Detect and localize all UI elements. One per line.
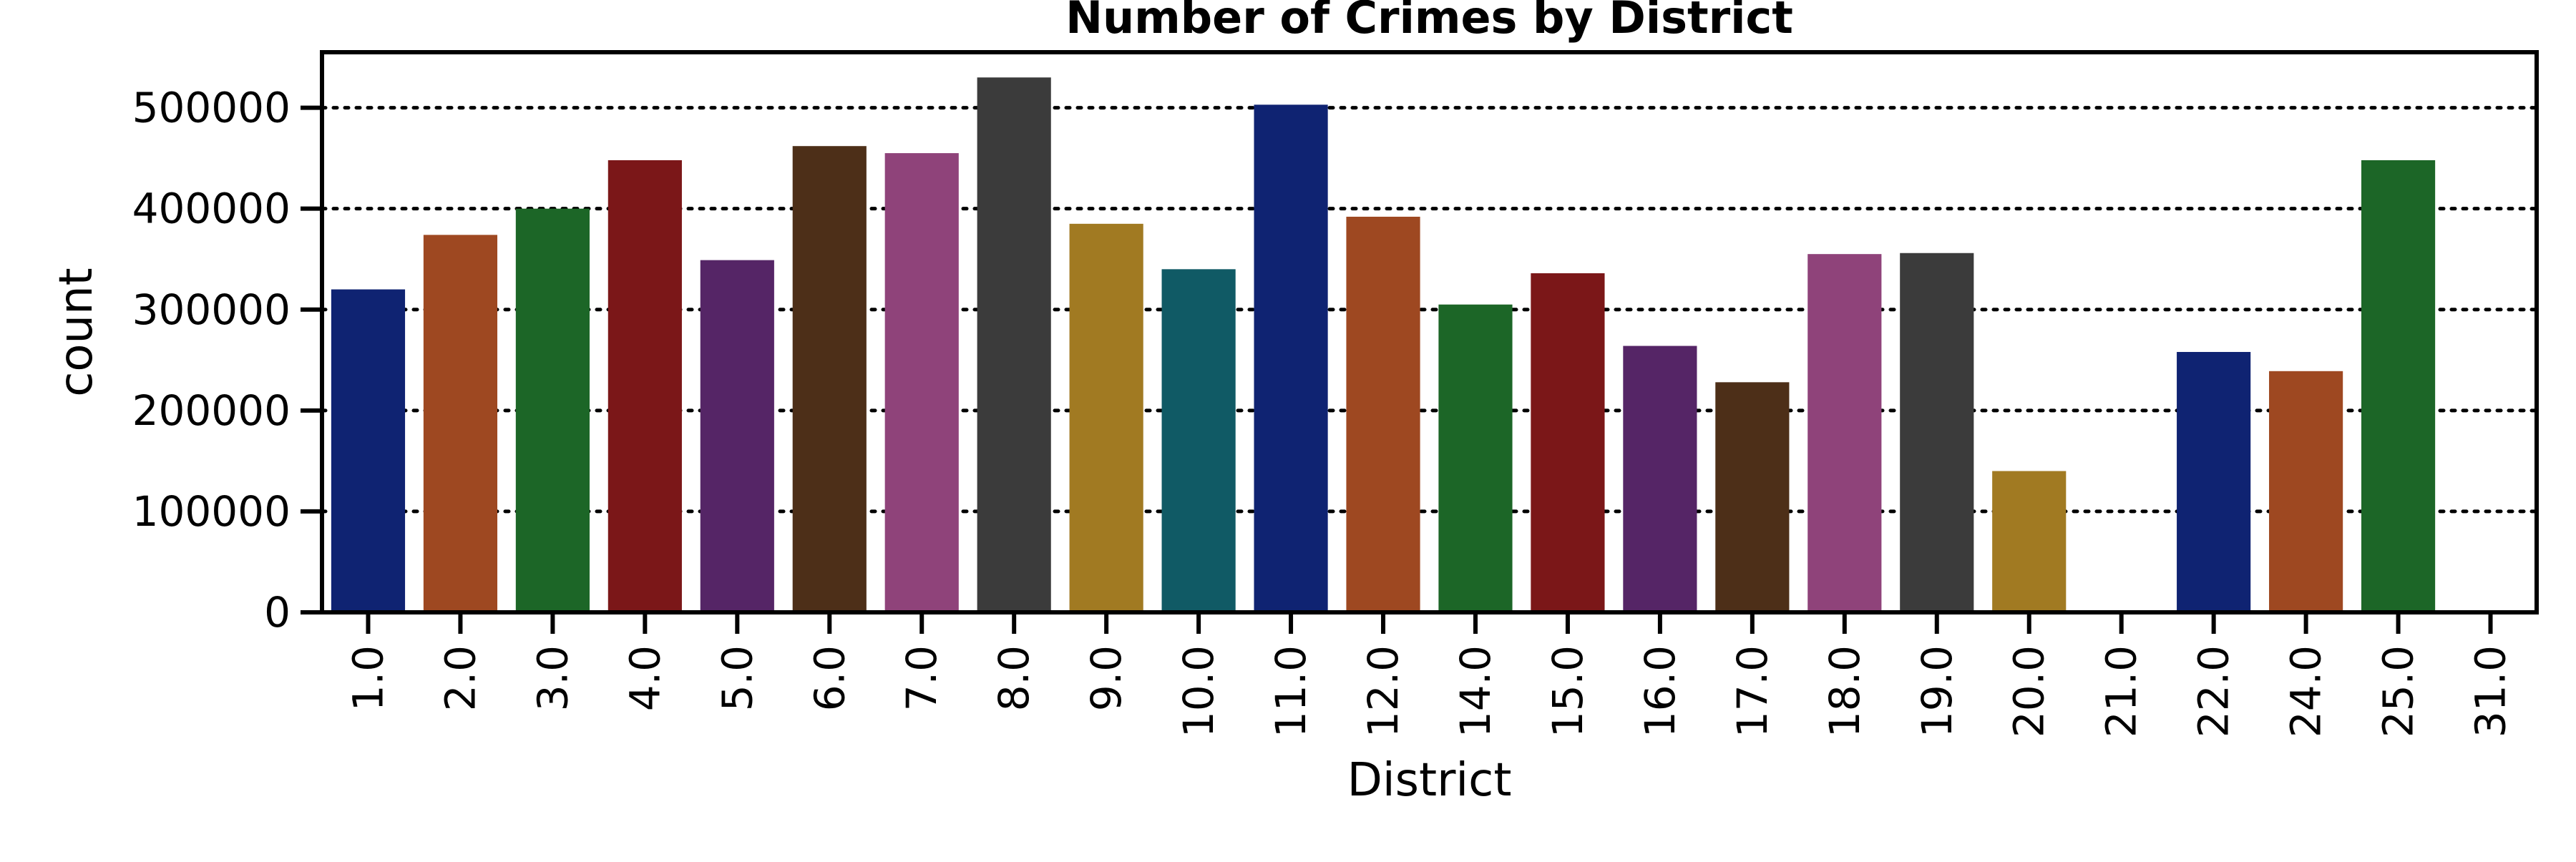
bar-district-17.0 [1715,382,1790,612]
bars [331,77,2436,613]
chart-title: Number of Crimes by District [1065,0,1793,44]
x-tick-label: 5.0 [713,645,761,711]
bar-district-19.0 [1900,253,1974,612]
y-tick-label: 500000 [132,84,291,132]
x-tick-label: 24.0 [2282,645,2331,738]
x-tick-label: 31.0 [2467,645,2515,738]
bar-district-12.0 [1346,216,1420,612]
x-tick-label: 7.0 [897,645,946,711]
x-tick-label: 18.0 [1820,645,1869,738]
x-tick-label: 19.0 [1913,645,1961,738]
x-tick-label: 12.0 [1359,645,1407,738]
x-tick-label: 17.0 [1728,645,1777,738]
x-tick-label: 4.0 [620,645,669,711]
bar-district-15.0 [1531,273,1605,612]
x-tick-label: 2.0 [436,645,484,711]
bar-district-4.0 [608,160,682,612]
x-tick-label: 15.0 [1543,645,1592,738]
x-axis: 1.0 2.0 3.0 4.0 5.0 6.0 7.0 8.0 9.0 10.0 11.0 12.0 1… [343,612,2515,738]
x-tick-label: 14.0 [1451,645,1500,738]
bar-district-14.0 [1438,304,1513,612]
bar-district-18.0 [1807,254,1882,612]
y-axis-label: count [50,268,103,397]
x-tick-label: 1.0 [343,645,392,711]
gridlines [320,106,2539,514]
x-axis-label: District [1347,754,1512,807]
y-tick-label: 200000 [132,386,291,435]
y-tick-label: 100000 [132,487,291,536]
bar-district-1.0 [331,289,406,612]
x-tick-label: 20.0 [2005,645,2054,738]
bar-district-16.0 [1623,346,1697,612]
bar-district-11.0 [1254,104,1328,612]
bar-district-8.0 [977,77,1051,613]
y-tick-label: 0 [264,588,291,637]
bar-district-9.0 [1069,223,1143,612]
x-tick-label: 8.0 [990,645,1038,711]
x-tick-label: 22.0 [2190,645,2238,738]
bar-district-2.0 [423,235,498,612]
y-tick-label: 300000 [132,285,291,334]
x-tick-label: 6.0 [805,645,854,711]
y-axis: 0 100000 200000 300000 400000 500000 [132,84,322,637]
x-tick-label: 10.0 [1174,645,1223,738]
y-tick-label: 400000 [132,185,291,233]
bar-district-24.0 [2269,371,2343,612]
bar-district-6.0 [792,146,867,613]
x-tick-label: 21.0 [2097,645,2146,738]
plot-frame [320,50,2539,614]
x-tick-label: 3.0 [528,645,577,711]
x-tick-label: 9.0 [1082,645,1131,711]
bar-district-25.0 [2361,160,2436,612]
bar-district-3.0 [515,208,590,613]
x-tick-label: 25.0 [2374,645,2423,738]
bar-district-7.0 [884,153,959,613]
bar-district-20.0 [1992,471,2067,612]
bar-district-22.0 [2177,352,2251,612]
x-tick-label: 11.0 [1267,645,1315,738]
bar-district-5.0 [700,260,774,612]
bar-district-10.0 [1161,269,1236,612]
x-tick-label: 16.0 [1636,645,1684,738]
